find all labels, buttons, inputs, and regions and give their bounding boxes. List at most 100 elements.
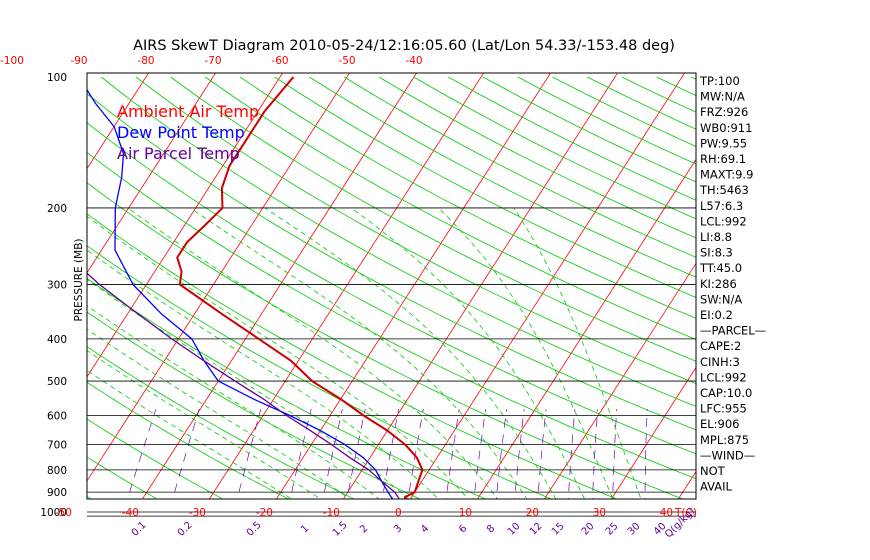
pressure-tick-label: 700 <box>47 440 67 452</box>
profile-curves <box>87 76 424 499</box>
index-value: CINH:3 <box>700 355 740 369</box>
mixing-ratio-line <box>537 409 547 499</box>
dry-adiabat-line <box>274 76 696 298</box>
dry-adiabat-line <box>205 76 696 340</box>
dry-adiabat-line <box>343 76 696 258</box>
mixing-ratio-line <box>612 409 618 499</box>
index-value: CAP:10.0 <box>700 386 752 400</box>
ambient-air-temp-line <box>176 76 424 499</box>
moist-adiabat-line <box>513 207 642 499</box>
mixing-ratio-label: 1.5 <box>331 520 350 539</box>
index-value: MAXT:9.9 <box>700 168 753 182</box>
mixing-ratio-label: 12 <box>528 521 545 538</box>
mixing-ratio-label: 30 <box>626 521 643 538</box>
legend-entry: Ambient Air Temp <box>117 102 259 121</box>
index-value: NOT <box>700 464 726 478</box>
mixing-ratio-line <box>407 409 424 499</box>
index-value: —PARCEL— <box>700 324 766 338</box>
mixing-ratio-label: 0.1 <box>130 520 149 539</box>
mixing-ratio-label: 4 <box>419 523 431 535</box>
pressure-tick-label: 300 <box>47 280 67 292</box>
mixing-ratio-line <box>236 409 262 499</box>
bottom-axis-unit: T(C) <box>674 507 697 519</box>
index-value: LI:8.8 <box>700 230 732 244</box>
dry-adiabat-line <box>517 76 696 165</box>
index-value: LFC:955 <box>700 402 747 416</box>
pressure-tick-label: 800 <box>47 465 67 477</box>
index-value: —WIND— <box>700 448 755 462</box>
dry-adiabat-line <box>795 77 870 523</box>
dry-adiabat-line <box>378 76 696 239</box>
dry-adiabat-line <box>100 76 696 407</box>
index-value: LCL:992 <box>700 214 747 228</box>
isotherm-line <box>409 73 685 499</box>
isotherm-line <box>797 73 870 523</box>
pressure-tick-label: 200 <box>47 203 67 215</box>
moist-adiabat-line <box>87 328 351 499</box>
pressure-tick-label: 400 <box>47 334 67 346</box>
moist-adiabat-line <box>87 216 469 499</box>
dry-adiabat-line <box>87 122 696 455</box>
moist-adiabat-line <box>87 350 322 499</box>
mixing-ratio-label: 10 <box>506 521 523 538</box>
moist-adiabat-line <box>87 278 410 499</box>
dry-adiabat-line <box>87 151 696 480</box>
isotherm-line <box>0 73 14 523</box>
mixing-ratio-label: 3 <box>392 523 404 535</box>
isotherm-line <box>476 158 696 499</box>
isotherm-line <box>208 73 484 499</box>
index-value: SW:N/A <box>700 292 742 306</box>
mixing-ratio-line <box>473 409 486 499</box>
mixing-ratio-label: 15 <box>550 521 567 538</box>
index-value: EL:906 <box>700 417 740 431</box>
isotherm-line <box>275 73 551 499</box>
index-value: WB0:911 <box>700 121 752 135</box>
mixing-ratio-label: 25 <box>604 521 621 538</box>
isotherm-line <box>543 262 696 499</box>
index-value: CAPE:2 <box>700 339 741 353</box>
top-axis-tick-label: -70 <box>204 55 221 67</box>
index-value: L57:6.3 <box>700 199 743 213</box>
pressure-tick-label: 900 <box>47 487 67 499</box>
dry-adiabat-line <box>448 76 696 201</box>
bottom-axis-tick-label: -50 <box>55 507 72 519</box>
top-axis-tick-label: -60 <box>271 55 288 67</box>
bottom-axis-tick-label: -20 <box>256 507 273 519</box>
dry-adiabat-line <box>87 495 93 499</box>
index-value: RH:69.1 <box>700 152 746 166</box>
dry-adiabat-line <box>656 76 696 97</box>
isotherm-line <box>141 73 417 499</box>
bottom-axis-tick-label: 20 <box>526 507 539 519</box>
dry-adiabat-line <box>413 76 696 220</box>
index-value: TT:45.0 <box>699 261 742 275</box>
dry-adiabat-line <box>239 76 696 319</box>
dry-adiabat-line <box>761 77 870 523</box>
chart-title: AIRS SkewT Diagram 2010-05-24/12:16:05.6… <box>133 38 675 54</box>
pressure-tick-label: 1000 <box>40 507 67 519</box>
dry-adiabat-line <box>170 76 696 362</box>
pressure-tick-label: 100 <box>47 72 67 84</box>
pressure-lines <box>87 207 696 517</box>
dry-adiabat-line <box>135 76 696 385</box>
moist-adiabat-line <box>438 207 614 499</box>
mixing-ratio-line <box>346 409 366 499</box>
dry-adiabat-line <box>87 182 684 499</box>
mixing-ratio-line <box>322 409 343 499</box>
index-value: EI:0.2 <box>700 308 733 322</box>
moist-adiabat-line <box>264 207 557 499</box>
moist-adiabat-line <box>87 249 440 499</box>
index-value: TH:5463 <box>699 183 749 197</box>
mixing-ratio-line <box>445 409 460 499</box>
moist-adiabat-line <box>350 207 585 499</box>
top-axis-tick-label: -100 <box>0 55 24 67</box>
bottom-axis-tick-label: 10 <box>459 507 472 519</box>
top-axis-tick-label: -40 <box>405 55 422 67</box>
mixing-ratio-label: 0.5 <box>245 520 264 539</box>
legend-entry: Dew Point Temp <box>117 123 245 142</box>
bottom-axis-tick-label: -30 <box>189 507 206 519</box>
moist-adiabat-line <box>87 370 293 499</box>
dry-adiabat-line <box>309 76 696 278</box>
mixing-ratio-label: 1 <box>299 523 311 535</box>
